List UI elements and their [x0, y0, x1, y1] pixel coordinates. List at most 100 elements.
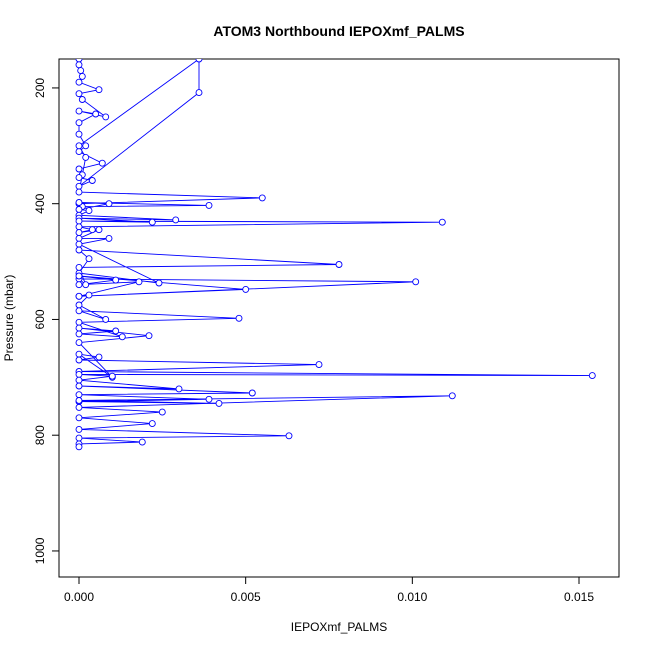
data-point: [102, 315, 110, 323]
data-point: [75, 281, 83, 289]
y-tick-label: 800: [33, 425, 47, 445]
data-point: [75, 78, 83, 86]
data-point: [75, 301, 83, 309]
y-tick-label: 600: [33, 309, 47, 329]
data-point: [75, 350, 83, 358]
data-point: [215, 399, 223, 407]
data-point: [155, 279, 163, 287]
data-point: [75, 165, 83, 173]
data-point: [285, 432, 293, 440]
data-point: [92, 110, 100, 118]
data-point: [108, 372, 116, 380]
data-point: [82, 153, 90, 161]
data-point: [242, 285, 250, 293]
data-point: [78, 72, 86, 80]
data-point: [75, 90, 83, 98]
data-point: [75, 206, 83, 213]
data-point: [75, 330, 83, 338]
y-axis: 200 400 600 800 1000: [33, 78, 60, 564]
data-point: [75, 240, 83, 248]
data-point: [195, 59, 203, 63]
data-point: [75, 391, 83, 399]
data-point: [75, 246, 83, 254]
data-point: [85, 207, 93, 215]
data-point: [75, 434, 83, 442]
data-point: [77, 67, 85, 75]
data-point: [105, 234, 113, 242]
data-point: [78, 96, 86, 103]
data-point: [438, 218, 446, 226]
data-point: [95, 353, 103, 361]
data-point: [75, 217, 83, 225]
data-point: [75, 370, 83, 378]
data-point: [205, 395, 213, 403]
data-point: [85, 255, 93, 263]
data-point: [448, 392, 456, 400]
data-point: [75, 425, 83, 433]
data-point: [95, 226, 103, 234]
data-point: [148, 420, 156, 428]
data-point: [158, 408, 166, 416]
data-point: [75, 403, 83, 411]
data-point: [75, 318, 83, 326]
y-tick-label: 400: [33, 193, 47, 213]
data-point: [88, 226, 96, 234]
data-point: [75, 356, 83, 364]
data-point: [75, 324, 83, 332]
data-point: [205, 201, 213, 209]
data-point: [75, 272, 83, 280]
data-point: [135, 278, 143, 286]
chart-title: ATOM3 Northbound IEPOXmf_PALMS: [213, 23, 464, 39]
data-point: [98, 159, 106, 167]
data-point: [102, 113, 110, 121]
data-point: [112, 276, 120, 284]
data-point: [75, 234, 83, 242]
data-point: [75, 148, 83, 156]
data-point: [82, 142, 90, 150]
x-axis: 0.000 0.005 0.010 0.015: [64, 576, 594, 604]
data-point: [75, 188, 83, 196]
data-point: [75, 130, 83, 138]
data-point: [258, 194, 266, 202]
data-point: [195, 89, 203, 97]
data-point: [235, 314, 243, 322]
data-point: [412, 278, 420, 286]
data-point: [118, 333, 126, 341]
data-point: [88, 177, 96, 184]
x-tick-label: 0.010: [397, 590, 427, 604]
data-point: [75, 339, 83, 347]
y-axis-label: Pressure (mbar): [2, 275, 16, 362]
data-point: [248, 389, 256, 397]
data-point: [75, 443, 83, 451]
data-point: [75, 142, 83, 150]
data-point: [75, 229, 83, 237]
data-point: [105, 200, 113, 208]
data-point: [75, 174, 83, 182]
y-tick-label: 1000: [33, 537, 47, 564]
data-point: [75, 182, 83, 190]
data-point: [75, 292, 83, 300]
data-point: [75, 223, 83, 231]
data-point: [75, 376, 83, 384]
data-point: [75, 307, 83, 315]
data-point: [138, 438, 146, 446]
data-point: [75, 397, 83, 404]
y-tick-label: 200: [33, 78, 47, 98]
data-point: [175, 385, 183, 393]
data-point: [75, 263, 83, 271]
data-point: [95, 86, 103, 94]
data-point: [75, 414, 83, 422]
data-point: [85, 291, 93, 299]
x-axis-label: IEPOXmf_PALMS: [291, 620, 387, 634]
series-line: [77, 59, 593, 447]
x-tick-label: 0.005: [231, 590, 261, 604]
data-point: [335, 261, 343, 268]
data-point: [172, 216, 180, 224]
data-point: [75, 107, 83, 115]
data-point: [112, 327, 120, 335]
data-point: [82, 281, 90, 289]
data-point: [315, 361, 323, 369]
x-tick-label: 0.000: [64, 590, 94, 604]
data-point: [588, 372, 596, 380]
